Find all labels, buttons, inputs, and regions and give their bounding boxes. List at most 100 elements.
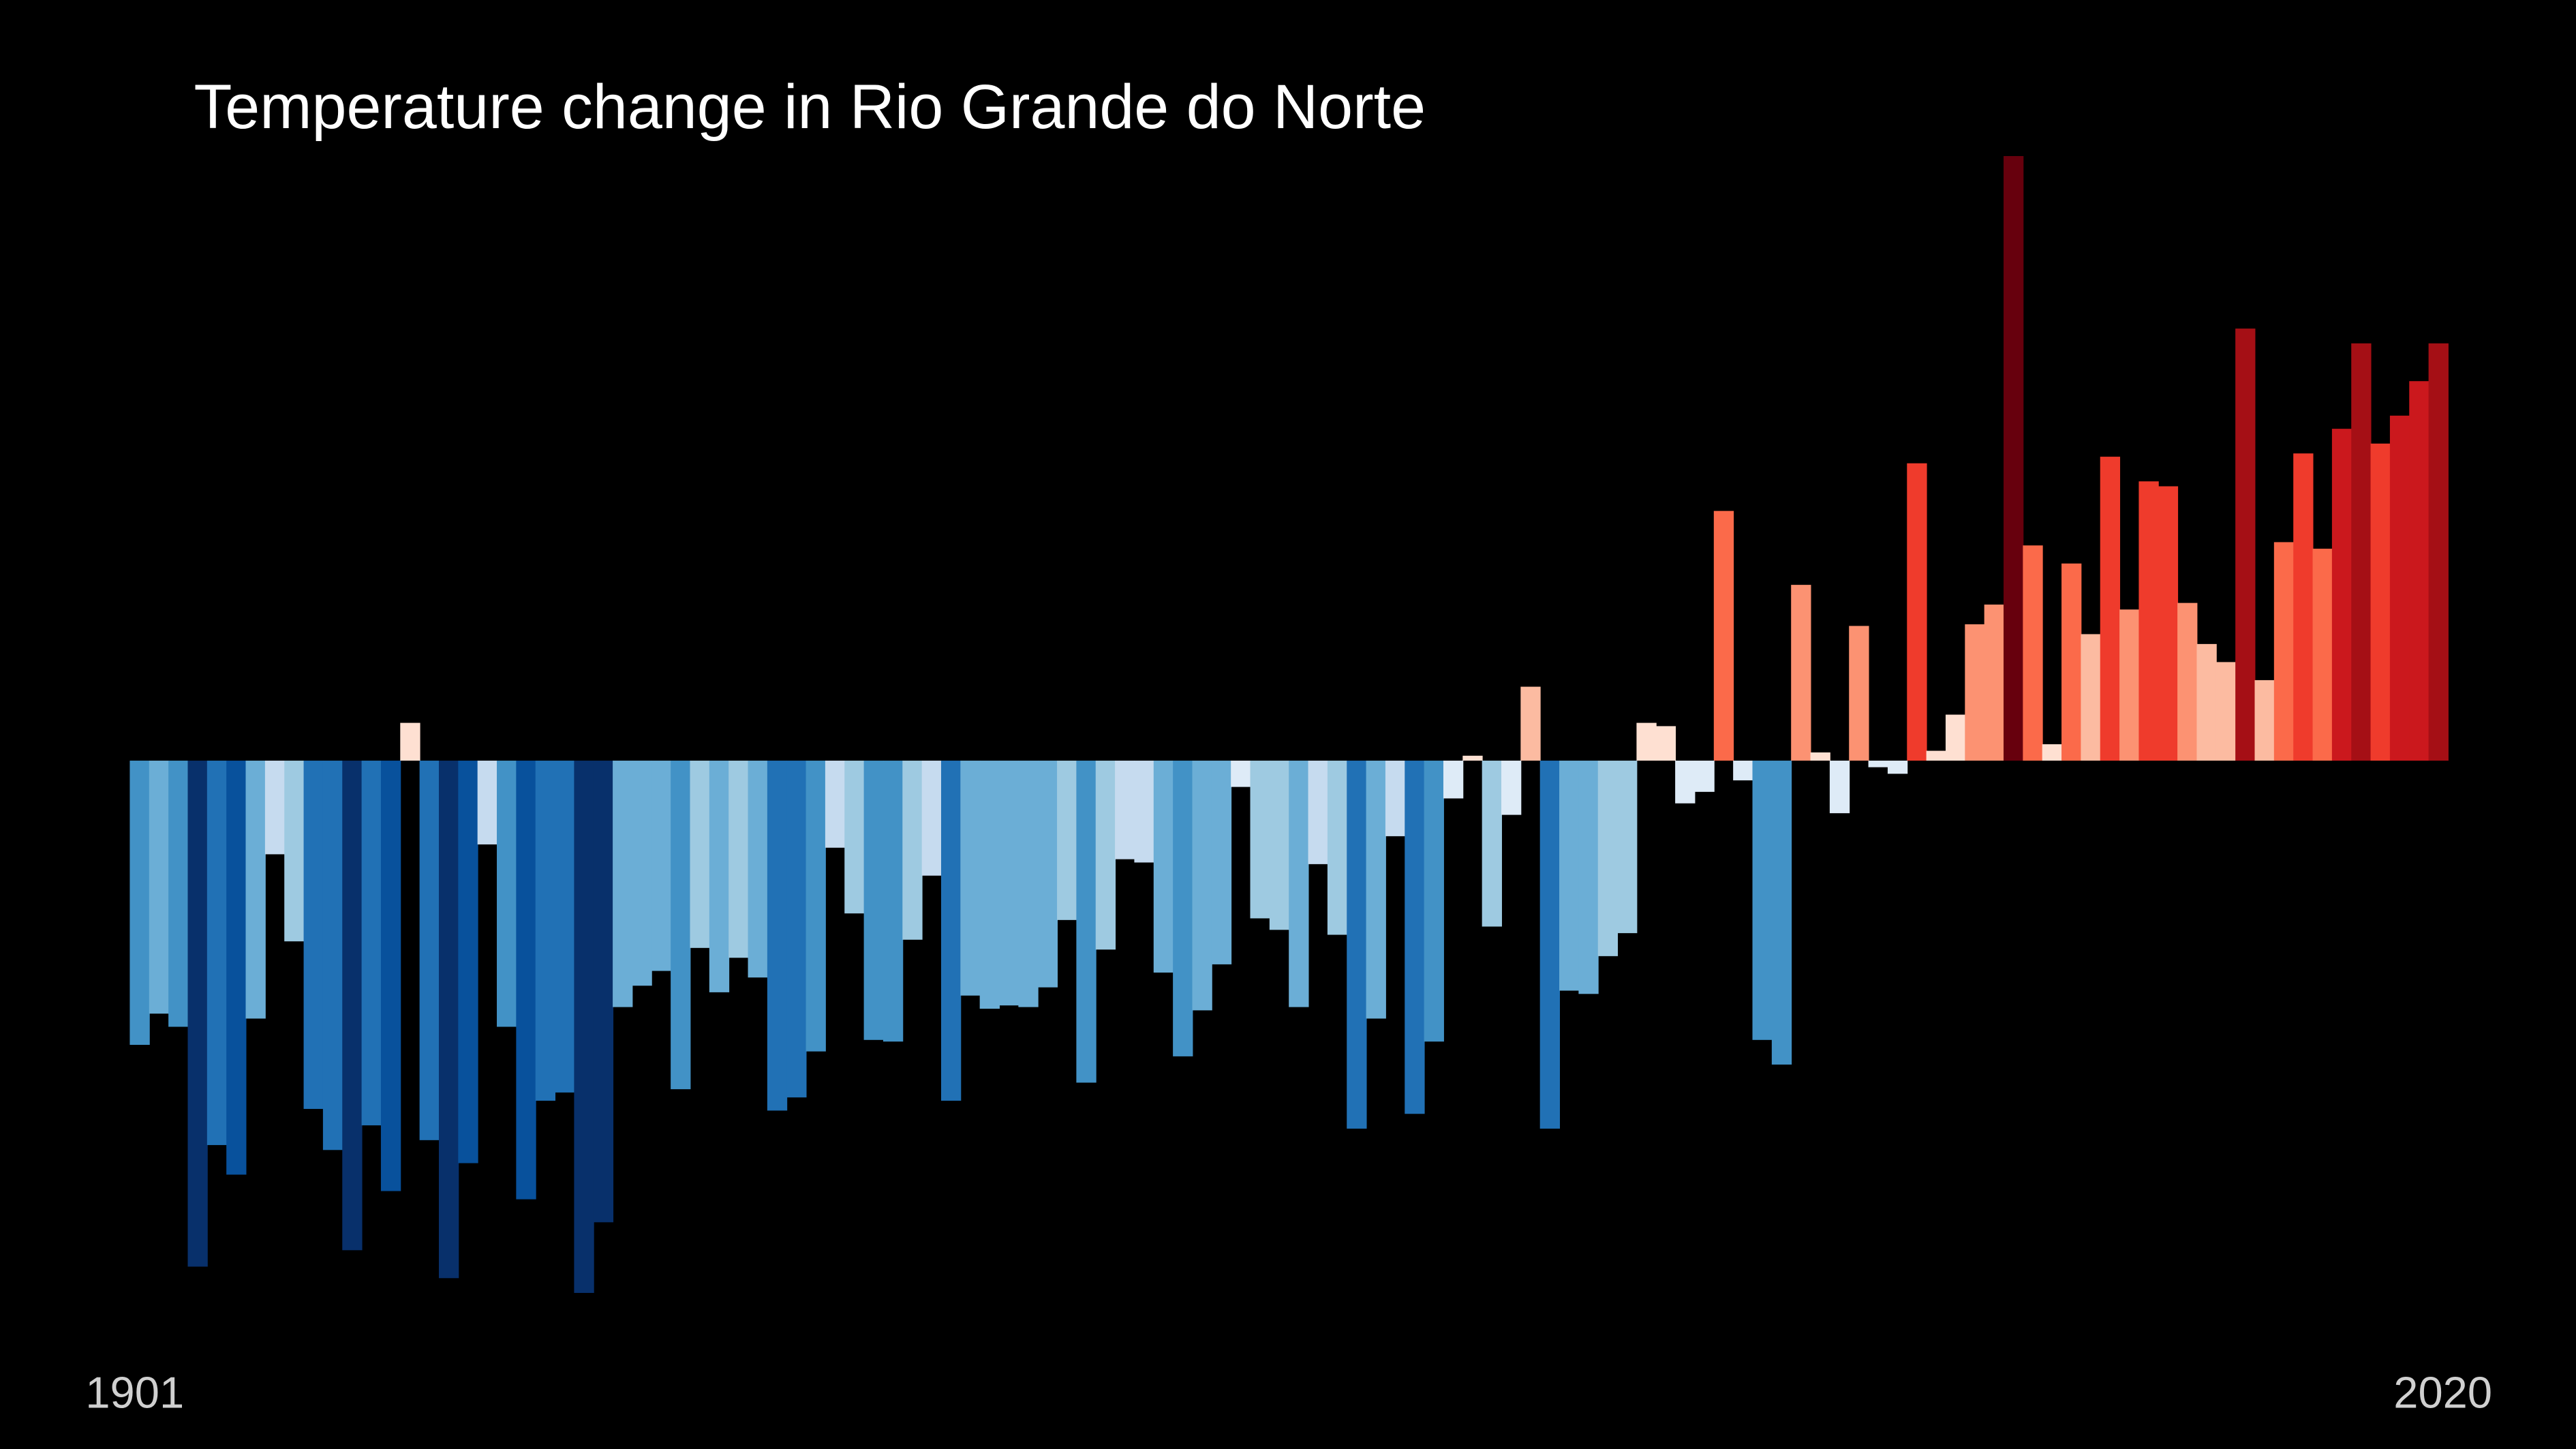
bar <box>187 761 208 1267</box>
bar <box>1559 761 1580 991</box>
bar <box>2081 634 2101 761</box>
bar <box>940 761 962 1101</box>
bar <box>1578 761 1599 994</box>
bar <box>245 761 266 1019</box>
bar <box>2409 381 2429 761</box>
bar <box>1539 761 1561 1129</box>
bar <box>516 761 536 1200</box>
bar <box>1173 761 1193 1056</box>
bar <box>651 761 672 971</box>
bar <box>1424 761 1444 1042</box>
bar <box>149 761 170 1014</box>
bar <box>2370 443 2391 761</box>
bar <box>555 761 575 1093</box>
bar <box>322 761 343 1150</box>
bar <box>709 761 730 992</box>
bar <box>1115 761 1135 859</box>
bar <box>2351 343 2372 761</box>
bar <box>2158 486 2179 761</box>
bar <box>767 761 788 1111</box>
bar <box>1385 761 1406 836</box>
bar <box>632 761 652 986</box>
bar <box>2428 343 2449 761</box>
bar <box>2293 453 2314 761</box>
bar <box>1617 761 1638 934</box>
bar <box>2273 542 2295 761</box>
bar <box>342 761 363 1251</box>
bar <box>1250 761 1270 919</box>
bar <box>1327 761 1348 935</box>
bar <box>361 761 382 1126</box>
bar <box>1134 761 1154 863</box>
bar <box>1405 761 1425 1114</box>
bar <box>438 761 459 1279</box>
bar <box>979 761 1000 1009</box>
bar <box>1057 761 1077 920</box>
bar <box>1675 761 1696 804</box>
bar <box>1984 605 2004 761</box>
bar <box>419 761 440 1140</box>
bar <box>786 761 807 1098</box>
bar <box>921 761 942 876</box>
bar <box>2119 609 2140 761</box>
bar <box>2177 603 2198 761</box>
bar <box>593 761 614 1223</box>
bar <box>206 761 228 1146</box>
bar <box>2235 329 2256 761</box>
bar <box>1076 761 1097 1083</box>
bar <box>1752 761 1773 1040</box>
x-tick-label: 1901 <box>85 1368 184 1418</box>
bar <box>458 761 478 1163</box>
bar <box>1095 761 1116 950</box>
bar <box>1810 752 1830 761</box>
bar <box>960 761 981 996</box>
bar <box>1868 761 1888 767</box>
bar <box>2100 457 2121 761</box>
bar <box>1636 722 1657 761</box>
bar <box>1733 761 1753 780</box>
bar <box>574 761 594 1294</box>
bar <box>1443 761 1464 799</box>
bar <box>535 761 556 1101</box>
bar <box>690 761 710 948</box>
bar <box>1849 626 1869 761</box>
bar <box>825 761 846 848</box>
bar <box>264 761 286 855</box>
bar <box>2215 662 2237 761</box>
bar <box>1926 750 1946 761</box>
bar <box>1887 761 1908 774</box>
bar <box>863 761 884 1040</box>
bar <box>729 761 749 958</box>
chart-title: Temperature change in Rio Grande do Nort… <box>194 72 1426 142</box>
bar <box>2312 549 2333 761</box>
bar <box>806 761 826 1052</box>
bar <box>303 761 324 1110</box>
bar <box>2061 563 2082 761</box>
bar <box>2331 429 2352 761</box>
bar <box>1153 761 1174 973</box>
bar <box>497 761 517 1027</box>
bar <box>1289 761 1309 1007</box>
bar <box>748 761 768 978</box>
bar <box>1655 726 1676 761</box>
bar <box>1231 761 1251 787</box>
bar <box>844 761 865 914</box>
bar <box>2023 545 2043 761</box>
bar <box>1269 761 1290 930</box>
bar <box>883 761 904 1042</box>
bar <box>477 761 497 844</box>
bar <box>1501 761 1522 815</box>
bar <box>1520 686 1541 761</box>
bar <box>1211 761 1232 964</box>
bar <box>1347 761 1367 1129</box>
bar <box>1965 624 1985 761</box>
bar <box>999 761 1019 1006</box>
bar <box>2196 643 2217 761</box>
bar <box>2042 744 2063 761</box>
bar <box>2138 481 2159 761</box>
bar <box>168 761 189 1027</box>
bar <box>1791 585 1811 761</box>
bar <box>2254 680 2275 761</box>
bar <box>380 761 401 1191</box>
